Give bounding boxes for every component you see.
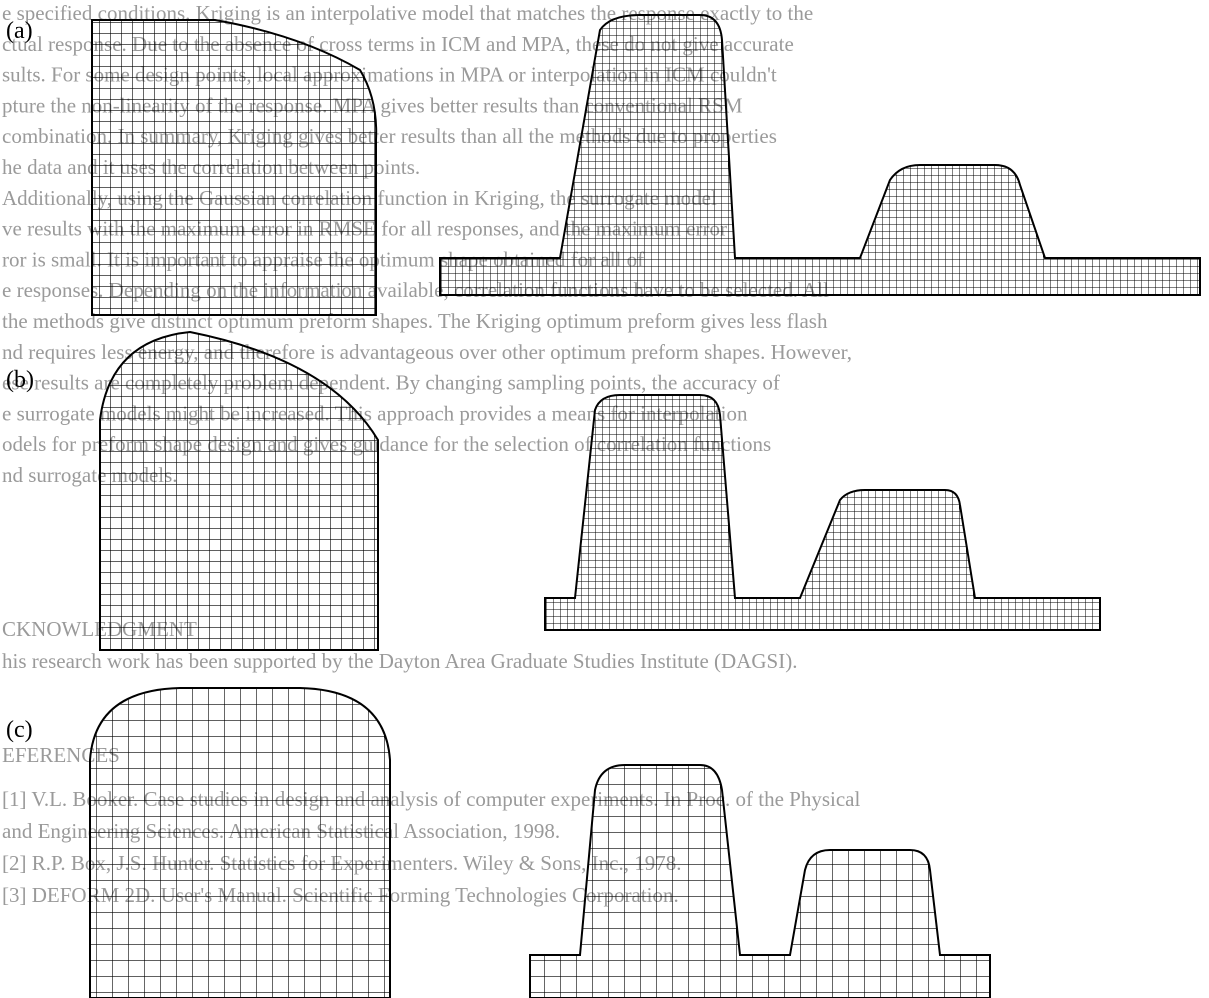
figure-label: (a) [6, 18, 33, 44]
figure-label: (c) [6, 717, 33, 743]
mesh-a-left [92, 20, 376, 315]
page: e specified conditions. Kriging is an in… [0, 0, 1209, 998]
body-line: his research work has been supported by … [2, 649, 797, 673]
mesh-b-right [545, 395, 1100, 630]
figure-label: (b) [6, 367, 34, 393]
mesh-c-left [90, 688, 390, 998]
mesh-figures [90, 15, 1200, 998]
scan: e specified conditions. Kriging is an in… [0, 0, 1209, 998]
